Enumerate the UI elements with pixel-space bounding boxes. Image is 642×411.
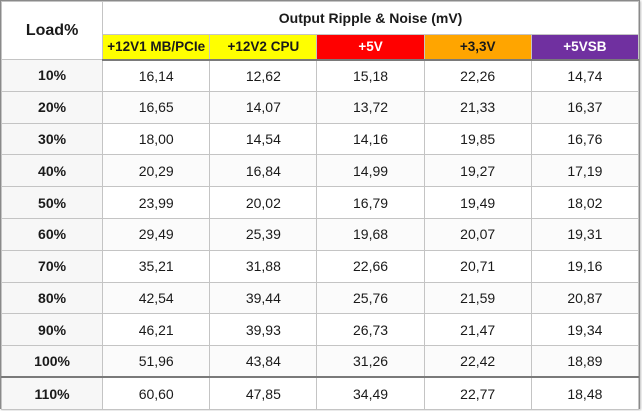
value-cell: 47,85	[209, 376, 318, 410]
value-cell: 22,26	[423, 59, 532, 92]
table-row: 30% 18,00 14,54 14,16 19,85 16,76	[0, 122, 640, 156]
value-cell: 34,49	[316, 376, 425, 410]
value-cell: 39,44	[209, 281, 318, 315]
load-cell: 10%	[0, 59, 104, 92]
table-row: 100% 51,96 43,84 31,26 22,42 18,89	[0, 345, 640, 378]
rail-header: +3,3V	[423, 34, 532, 61]
value-cell: 23,99	[102, 186, 211, 219]
value-cell: 14,54	[209, 122, 318, 156]
table-row: 80% 42,54 39,44 25,76 21,59 20,87	[0, 281, 640, 315]
load-cell: 20%	[0, 90, 104, 124]
value-cell: 31,26	[316, 345, 425, 378]
ripple-noise-group-header: Output Ripple & Noise (mV)	[102, 1, 639, 35]
load-cell: 50%	[0, 186, 104, 219]
value-cell: 22,66	[316, 249, 425, 283]
value-cell: 20,07	[423, 217, 532, 251]
value-cell: 25,39	[209, 217, 318, 251]
load-cell: 90%	[0, 313, 104, 347]
value-cell: 29,49	[102, 217, 211, 251]
value-cell: 20,71	[423, 249, 532, 283]
value-cell: 42,54	[102, 281, 211, 315]
value-cell: 22,42	[423, 345, 532, 378]
value-cell: 16,14	[102, 59, 211, 92]
table-row: 50% 23,99 20,02 16,79 19,49 18,02	[0, 186, 640, 219]
table-row: 10% 16,14 12,62 15,18 22,26 14,74	[0, 59, 640, 92]
table-row: 40% 20,29 16,84 14,99 19,27 17,19	[0, 154, 640, 188]
value-cell: 15,18	[316, 59, 425, 92]
table-row: 90% 46,21 39,93 26,73 21,47 19,34	[0, 313, 640, 347]
value-cell: 60,60	[102, 376, 211, 410]
value-cell: 16,37	[530, 90, 640, 124]
load-cell: 60%	[0, 217, 104, 251]
value-cell: 16,65	[102, 90, 211, 124]
value-cell: 19,85	[423, 122, 532, 156]
value-cell: 21,59	[423, 281, 532, 315]
value-cell: 20,02	[209, 186, 318, 219]
value-cell: 18,48	[530, 376, 640, 410]
value-cell: 13,72	[316, 90, 425, 124]
value-cell: 14,74	[530, 59, 640, 92]
rail-header: +12V2 CPU	[209, 34, 318, 61]
value-cell: 17,19	[530, 154, 640, 188]
value-cell: 46,21	[102, 313, 211, 347]
value-cell: 43,84	[209, 345, 318, 378]
value-cell: 16,76	[530, 122, 640, 156]
rail-header: +5VSB	[530, 34, 640, 61]
value-cell: 25,76	[316, 281, 425, 315]
value-cell: 20,87	[530, 281, 640, 315]
value-cell: 16,84	[209, 154, 318, 188]
value-cell: 26,73	[316, 313, 425, 347]
load-cell: 70%	[0, 249, 104, 283]
value-cell: 31,88	[209, 249, 318, 283]
value-cell: 14,07	[209, 90, 318, 124]
value-cell: 18,02	[530, 186, 640, 219]
value-cell: 19,16	[530, 249, 640, 283]
value-cell: 14,99	[316, 154, 425, 188]
value-cell: 22,77	[423, 376, 532, 410]
value-cell: 18,89	[530, 345, 640, 378]
rail-header: +5V	[316, 34, 425, 61]
load-column-header: Load%	[0, 1, 104, 60]
value-cell: 21,33	[423, 90, 532, 124]
value-cell: 19,31	[530, 217, 640, 251]
load-cell: 100%	[0, 345, 104, 378]
table-row: 70% 35,21 31,88 22,66 20,71 19,16	[0, 249, 640, 283]
value-cell: 12,62	[209, 59, 318, 92]
value-cell: 21,47	[423, 313, 532, 347]
load-cell: 110%	[0, 376, 104, 410]
value-cell: 35,21	[102, 249, 211, 283]
table-row: 60% 29,49 25,39 19,68 20,07 19,31	[0, 217, 640, 251]
load-cell: 30%	[0, 122, 104, 156]
value-cell: 18,00	[102, 122, 211, 156]
value-cell: 14,16	[316, 122, 425, 156]
table-row: 20% 16,65 14,07 13,72 21,33 16,37	[0, 90, 640, 124]
value-cell: 19,34	[530, 313, 640, 347]
value-cell: 20,29	[102, 154, 211, 188]
table-row: 110% 60,60 47,85 34,49 22,77 18,48	[0, 376, 640, 410]
value-cell: 19,27	[423, 154, 532, 188]
value-cell: 16,79	[316, 186, 425, 219]
value-cell: 19,68	[316, 217, 425, 251]
value-cell: 39,93	[209, 313, 318, 347]
rail-header: +12V1 MB/PCIe	[102, 34, 211, 61]
value-cell: 19,49	[423, 186, 532, 219]
load-cell: 80%	[0, 281, 104, 315]
load-cell: 40%	[0, 154, 104, 188]
value-cell: 51,96	[102, 345, 211, 378]
